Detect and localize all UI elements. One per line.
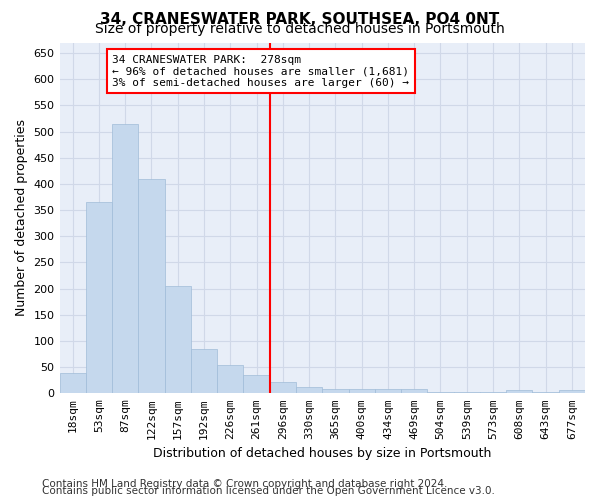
Bar — [349, 389, 375, 394]
Text: 34 CRANESWATER PARK:  278sqm
← 96% of detached houses are smaller (1,681)
3% of : 34 CRANESWATER PARK: 278sqm ← 96% of det… — [112, 54, 409, 88]
Bar — [506, 390, 532, 394]
Bar — [401, 389, 427, 394]
Bar — [480, 392, 506, 394]
Bar — [296, 387, 322, 394]
Bar — [427, 392, 454, 394]
Bar — [139, 178, 164, 394]
Bar — [112, 124, 139, 394]
Bar — [532, 392, 559, 394]
Bar — [322, 389, 349, 394]
Bar — [217, 364, 244, 394]
Text: Contains public sector information licensed under the Open Government Licence v3: Contains public sector information licen… — [42, 486, 495, 496]
Bar — [164, 286, 191, 394]
Bar — [244, 375, 270, 394]
Bar — [375, 389, 401, 394]
Bar — [454, 392, 480, 394]
Bar — [86, 202, 112, 394]
Text: Size of property relative to detached houses in Portsmouth: Size of property relative to detached ho… — [95, 22, 505, 36]
Text: Contains HM Land Registry data © Crown copyright and database right 2024.: Contains HM Land Registry data © Crown c… — [42, 479, 448, 489]
Bar — [59, 374, 86, 394]
Text: 34, CRANESWATER PARK, SOUTHSEA, PO4 0NT: 34, CRANESWATER PARK, SOUTHSEA, PO4 0NT — [100, 12, 500, 26]
Bar — [191, 349, 217, 394]
Bar — [559, 390, 585, 394]
X-axis label: Distribution of detached houses by size in Portsmouth: Distribution of detached houses by size … — [153, 447, 491, 460]
Bar — [270, 382, 296, 394]
Y-axis label: Number of detached properties: Number of detached properties — [15, 120, 28, 316]
